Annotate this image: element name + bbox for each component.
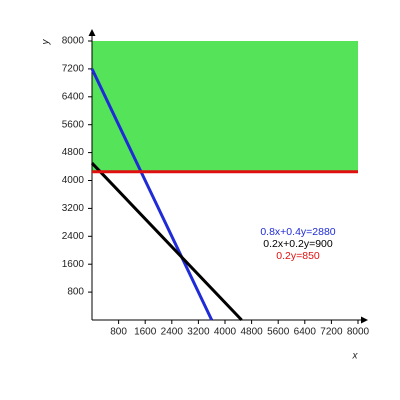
- y-tick-label: 6400: [62, 91, 85, 102]
- x-tick-label: 6400: [294, 327, 317, 338]
- x-tick-label: 3200: [187, 327, 210, 338]
- y-tick-label: 2400: [62, 231, 85, 242]
- legend-label: 0.2x+0.2y=900: [263, 238, 333, 250]
- y-tick-label: 4800: [62, 147, 85, 158]
- legend-label: 0.8x+0.4y=2880: [260, 226, 335, 238]
- x-tick-label: 800: [110, 327, 127, 338]
- x-axis-title: x: [352, 351, 359, 362]
- y-tick-label: 7200: [62, 64, 85, 75]
- x-tick-label: 4000: [214, 327, 237, 338]
- x-tick-label: 5600: [267, 327, 290, 338]
- x-tick-label: 1600: [134, 327, 157, 338]
- series-line: [90, 162, 243, 322]
- y-tick-label: 3200: [62, 203, 85, 214]
- y-tick-label: 1600: [62, 259, 85, 270]
- y-tick-label: 4000: [62, 175, 85, 186]
- y-tick-label: 5600: [62, 119, 85, 130]
- series-line: [90, 68, 214, 321]
- x-tick-label: 2400: [161, 327, 184, 338]
- y-axis-title: y: [41, 39, 52, 46]
- x-tick-label: 4800: [240, 327, 263, 338]
- feasible-region: [92, 41, 358, 172]
- x-tick-label: 8000: [347, 327, 370, 338]
- y-tick-label: 8000: [62, 36, 85, 47]
- y-axis-arrow: [88, 29, 96, 36]
- x-axis-arrow: [361, 316, 368, 324]
- legend-label: 0.2y=850: [276, 250, 320, 262]
- x-tick-label: 7200: [320, 327, 343, 338]
- y-tick-label: 800: [67, 287, 84, 298]
